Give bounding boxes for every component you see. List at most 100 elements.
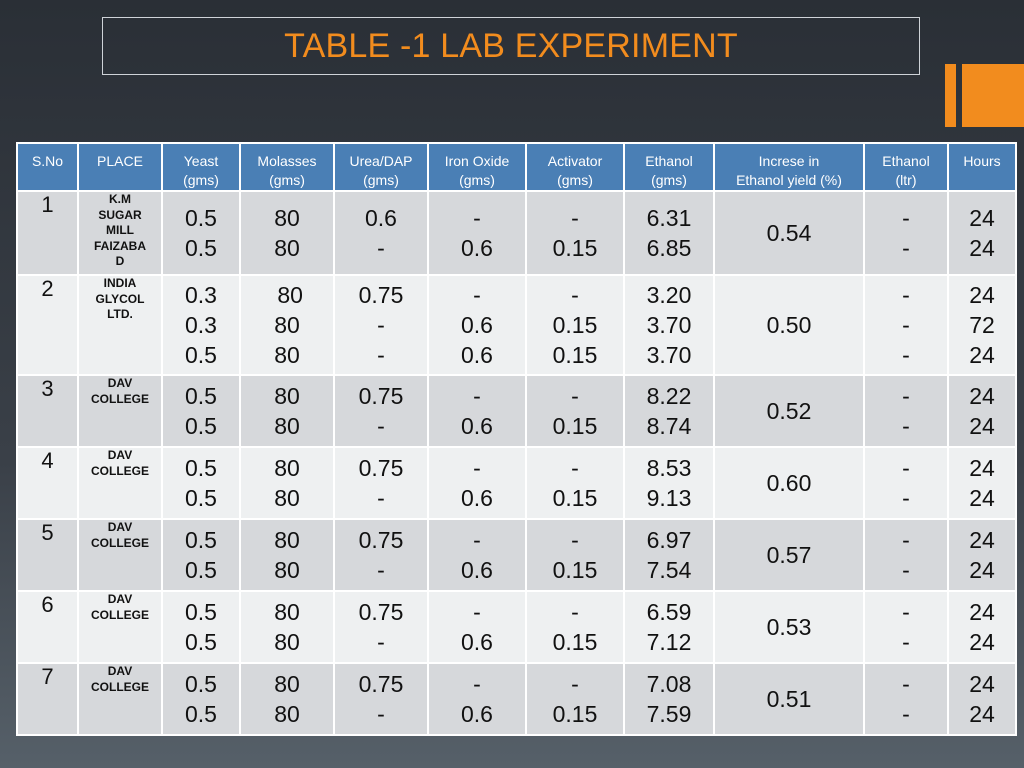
cell-sno: 1 (16, 190, 79, 276)
page-title: TABLE -1 LAB EXPERIMENT (284, 26, 738, 65)
cell-iron: -0.6 (427, 662, 527, 736)
cell-urea: 0.75- (333, 446, 429, 520)
cell-urea: 0.75- (333, 518, 429, 592)
header-molasses: Molasses (gms) (239, 142, 335, 192)
cell-place: DAV COLLEGE (77, 590, 163, 664)
cell-place: K.M SUGAR MILL FAIZABA D (77, 190, 163, 276)
cell-iron: -0.6 (427, 374, 527, 448)
cell-increase-yield: 0.50 (713, 274, 865, 376)
cell-iron: -0.6 0.6 (427, 274, 527, 376)
cell-activator: -0.15 (525, 590, 625, 664)
cell-ethanol_ltr: -- (863, 518, 949, 592)
cell-sno: 7 (16, 662, 79, 736)
cell-ethanol_ltr: -- (863, 662, 949, 736)
cell-sno: 2 (16, 274, 79, 376)
cell-sno: 3 (16, 374, 79, 448)
cell-urea: 0.75- (333, 374, 429, 448)
cell-urea: 0.75- (333, 662, 429, 736)
title-box: TABLE -1 LAB EXPERIMENT (102, 17, 920, 75)
table-row: 7 DAV COLLEGE 0.5 0.5 80 80 0.75- -0.6-0.15 7.08 7… (16, 662, 1017, 736)
cell-iron: -0.6 (427, 518, 527, 592)
table-row: 3 DAV COLLEGE 0.5 0.5 80 80 0.75- -0.6-0.15 8.22 8… (16, 374, 1017, 448)
accent-block (962, 64, 1024, 127)
cell-ethanol: 8.22 8.74 (623, 374, 715, 448)
cell-yeast: 0.5 0.5 (161, 590, 241, 664)
cell-ethanol: 6.59 7.12 (623, 590, 715, 664)
header-ethanol-ltr: Ethanol (ltr) (863, 142, 949, 192)
cell-ethanol_ltr: -- (863, 374, 949, 448)
cell-ethanol_ltr: -- (863, 446, 949, 520)
cell-molasses: 80 80 (239, 374, 335, 448)
cell-molasses: 80 80 (239, 662, 335, 736)
cell-increase-yield: 0.60 (713, 446, 865, 520)
cell-iron: -0.6 (427, 590, 527, 664)
table-row: 5 DAV COLLEGE 0.5 0.5 80 80 0.75- -0.6-0.15 6.97 7… (16, 518, 1017, 592)
header-activator: Activator (gms) (525, 142, 625, 192)
accent-bar (945, 64, 956, 127)
cell-increase-yield: 0.57 (713, 518, 865, 592)
cell-hours: 24 24 (947, 190, 1017, 276)
cell-ethanol_ltr: --- (863, 274, 949, 376)
cell-molasses: 80 80 (239, 590, 335, 664)
cell-place: DAV COLLEGE (77, 662, 163, 736)
cell-urea: 0.75- - (333, 274, 429, 376)
cell-activator: -0.15 0.15 (525, 274, 625, 376)
cell-hours: 24 24 (947, 590, 1017, 664)
cell-iron: -0.6 (427, 190, 527, 276)
lab-experiment-table: S.No PLACE Yeast (gms) Molasses (gms) Urea… (16, 142, 1017, 736)
header-hours: Hours (947, 142, 1017, 192)
cell-hours: 24 24 (947, 662, 1017, 736)
cell-increase-yield: 0.51 (713, 662, 865, 736)
cell-sno: 5 (16, 518, 79, 592)
cell-ethanol: 7.08 7.59 (623, 662, 715, 736)
cell-ethanol: 3.20 3.70 3.70 (623, 274, 715, 376)
header-row: S.No PLACE Yeast (gms) Molasses (gms) Urea… (16, 142, 1017, 192)
cell-yeast: 0.5 0.5 (161, 446, 241, 520)
header-place: PLACE (77, 142, 163, 192)
cell-iron: -0.6 (427, 446, 527, 520)
cell-activator: -0.15 (525, 518, 625, 592)
cell-ethanol_ltr: -- (863, 190, 949, 276)
cell-molasses: 80 80 (239, 446, 335, 520)
cell-place: DAV COLLEGE (77, 446, 163, 520)
cell-place: INDIA GLYCOL LTD. (77, 274, 163, 376)
header-increase-yield: Increse in Ethanol yield (%) (713, 142, 865, 192)
cell-activator: -0.15 (525, 446, 625, 520)
cell-ethanol: 8.53 9.13 (623, 446, 715, 520)
cell-activator: -0.15 (525, 190, 625, 276)
cell-place: DAV COLLEGE (77, 518, 163, 592)
cell-increase-yield: 0.54 (713, 190, 865, 276)
cell-yeast: 0.3 0.3 0.5 (161, 274, 241, 376)
cell-hours: 24 24 (947, 374, 1017, 448)
cell-yeast: 0.5 0.5 (161, 374, 241, 448)
cell-ethanol_ltr: -- (863, 590, 949, 664)
table-row: 1 K.M SUGAR MILL FAIZABA D 0.5 0.5 80 80 0.6- -0.6-… (16, 190, 1017, 276)
header-iron-oxide: Iron Oxide (gms) (427, 142, 527, 192)
cell-activator: -0.15 (525, 374, 625, 448)
cell-sno: 4 (16, 446, 79, 520)
cell-place: DAV COLLEGE (77, 374, 163, 448)
cell-molasses: 80 80 (239, 518, 335, 592)
cell-activator: -0.15 (525, 662, 625, 736)
cell-hours: 24 24 (947, 446, 1017, 520)
cell-increase-yield: 0.53 (713, 590, 865, 664)
header-urea-dap: Urea/DAP (gms) (333, 142, 429, 192)
cell-molasses: 80 80 (239, 190, 335, 276)
cell-sno: 6 (16, 590, 79, 664)
cell-molasses: 80 80 80 (239, 274, 335, 376)
header-ethanol-gms: Ethanol (gms) (623, 142, 715, 192)
cell-ethanol: 6.31 6.85 (623, 190, 715, 276)
header-yeast: Yeast (gms) (161, 142, 241, 192)
table-row: 4 DAV COLLEGE 0.5 0.5 80 80 0.75- -0.6-0.15 8.53 9… (16, 446, 1017, 520)
cell-ethanol: 6.97 7.54 (623, 518, 715, 592)
table-row: 6 DAV COLLEGE 0.5 0.5 80 80 0.75- -0.6-0.15 6.59 7… (16, 590, 1017, 664)
cell-urea: 0.75- (333, 590, 429, 664)
header-sno: S.No (16, 142, 79, 192)
table-row: 2 INDIA GLYCOL LTD. 0.3 0.3 0.5 80 80 80 0.75- - -0… (16, 274, 1017, 376)
cell-yeast: 0.5 0.5 (161, 190, 241, 276)
cell-increase-yield: 0.52 (713, 374, 865, 448)
cell-hours: 24 24 (947, 518, 1017, 592)
table-body: 1 K.M SUGAR MILL FAIZABA D 0.5 0.5 80 80 0.6- -0.6-… (16, 190, 1017, 736)
cell-yeast: 0.5 0.5 (161, 662, 241, 736)
cell-urea: 0.6- (333, 190, 429, 276)
